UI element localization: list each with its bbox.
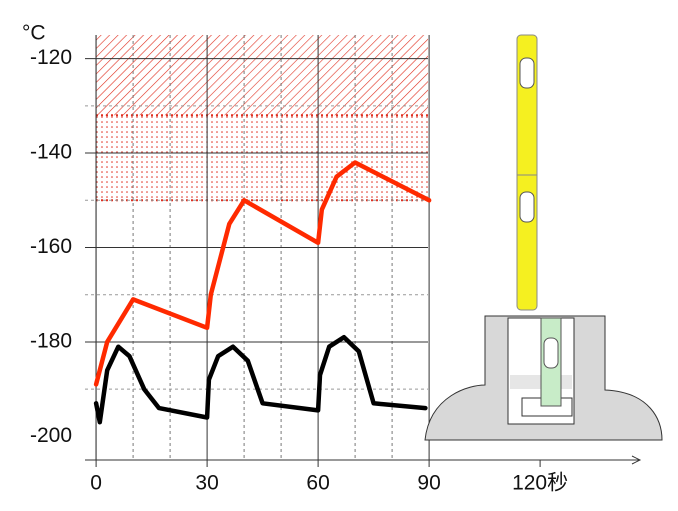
band — [96, 115, 428, 201]
x-axis-arrow — [631, 455, 642, 465]
x-tick-label: 0 — [90, 472, 102, 495]
x-tick-label: 120秒 — [512, 472, 568, 495]
y-tick-label: -200 — [30, 424, 72, 447]
series-line — [93, 334, 428, 425]
y-tick-label: -180 — [30, 329, 72, 352]
x-tick-label: 90 — [417, 472, 440, 495]
y-tick-label: -120 — [30, 46, 72, 69]
y-tick-label: -160 — [30, 235, 72, 258]
yellow-tube — [516, 34, 538, 311]
illustration — [424, 34, 663, 441]
y-tick-label: -140 — [30, 141, 72, 164]
band — [96, 35, 428, 116]
plot: -120 -140 -160 -180 -200 0 30 60 90 120秒 — [30, 35, 642, 495]
sample — [519, 191, 535, 223]
x-tick-label: 30 — [195, 472, 218, 495]
series-line — [93, 160, 432, 387]
sample — [519, 57, 535, 89]
y-axis-label: °C — [22, 22, 46, 45]
sample — [543, 337, 559, 369]
x-tick-label: 60 — [306, 472, 329, 495]
